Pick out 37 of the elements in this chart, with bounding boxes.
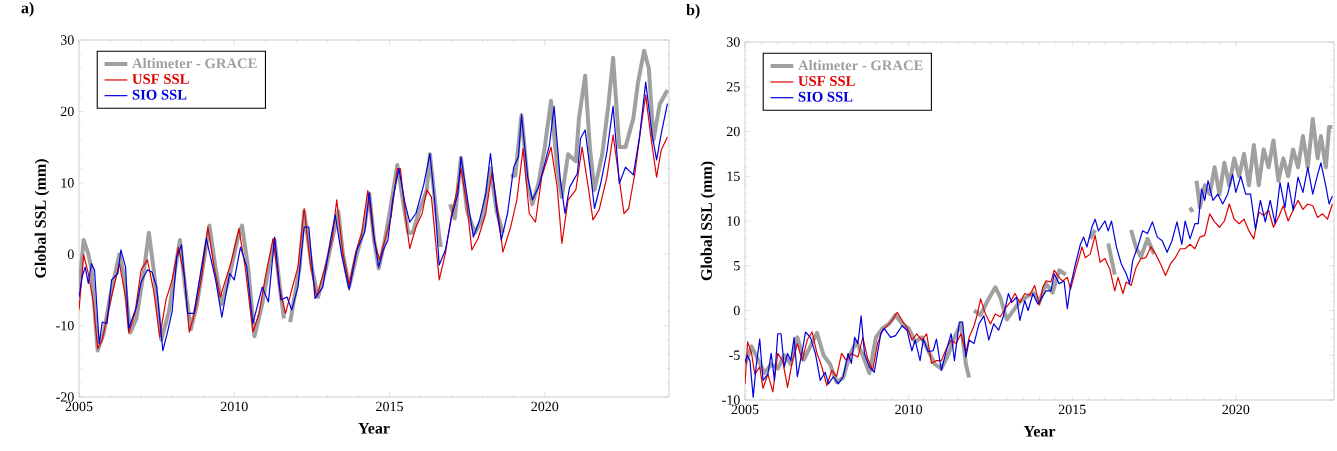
y-axis-title: Global SSL (mm) <box>34 159 50 278</box>
x-tick-label: 2020 <box>1222 404 1250 415</box>
chart-title: a) <box>21 2 34 17</box>
x-axis-title: Year <box>1023 425 1056 437</box>
y-tick-label: 10 <box>61 178 74 188</box>
chart-title: b) <box>686 4 700 19</box>
legend-label: Altimeter - GRACE <box>132 57 257 69</box>
legend-label: SIO SSL <box>132 89 187 100</box>
legend-label: SIO SSL <box>798 91 853 102</box>
x-tick-label: 2015 <box>1058 404 1086 415</box>
legend-label: USF SSL <box>132 74 189 84</box>
x-tick-label: 2015 <box>376 401 403 412</box>
x-axis-title: Year <box>358 422 390 434</box>
x-tick-label: 2005 <box>65 401 93 412</box>
line-series <box>745 199 1333 393</box>
y-tick-label: 0 <box>67 249 74 259</box>
y-tick-label: 0 <box>733 305 740 316</box>
legend-label: Altimeter - GRACE <box>798 59 923 71</box>
y-tick-label: -20 <box>56 392 74 402</box>
y-tick-label: 30 <box>60 35 74 45</box>
y-tick-label: 5 <box>734 261 740 271</box>
y-tick-label: -5 <box>729 350 740 360</box>
y-tick-label: 15 <box>727 171 740 181</box>
line-series <box>745 162 1333 398</box>
y-tick-label: 10 <box>727 216 740 226</box>
x-tick-label: 2020 <box>531 401 559 412</box>
y-tick-label: 20 <box>60 106 74 117</box>
y-tick-label: 20 <box>726 126 740 137</box>
x-tick-label: 2005 <box>731 404 759 415</box>
legend-label: USF SSL <box>798 76 855 86</box>
y-tick-label: -10 <box>722 395 740 405</box>
x-tick-label: 2010 <box>895 404 923 415</box>
y-axis-title: Global SSL (mm) <box>700 161 716 281</box>
y-tick-label: -10 <box>56 320 74 331</box>
y-tick-label: 30 <box>726 37 740 47</box>
y-tick-label: 25 <box>726 82 740 92</box>
x-tick-label: 2010 <box>220 401 248 412</box>
